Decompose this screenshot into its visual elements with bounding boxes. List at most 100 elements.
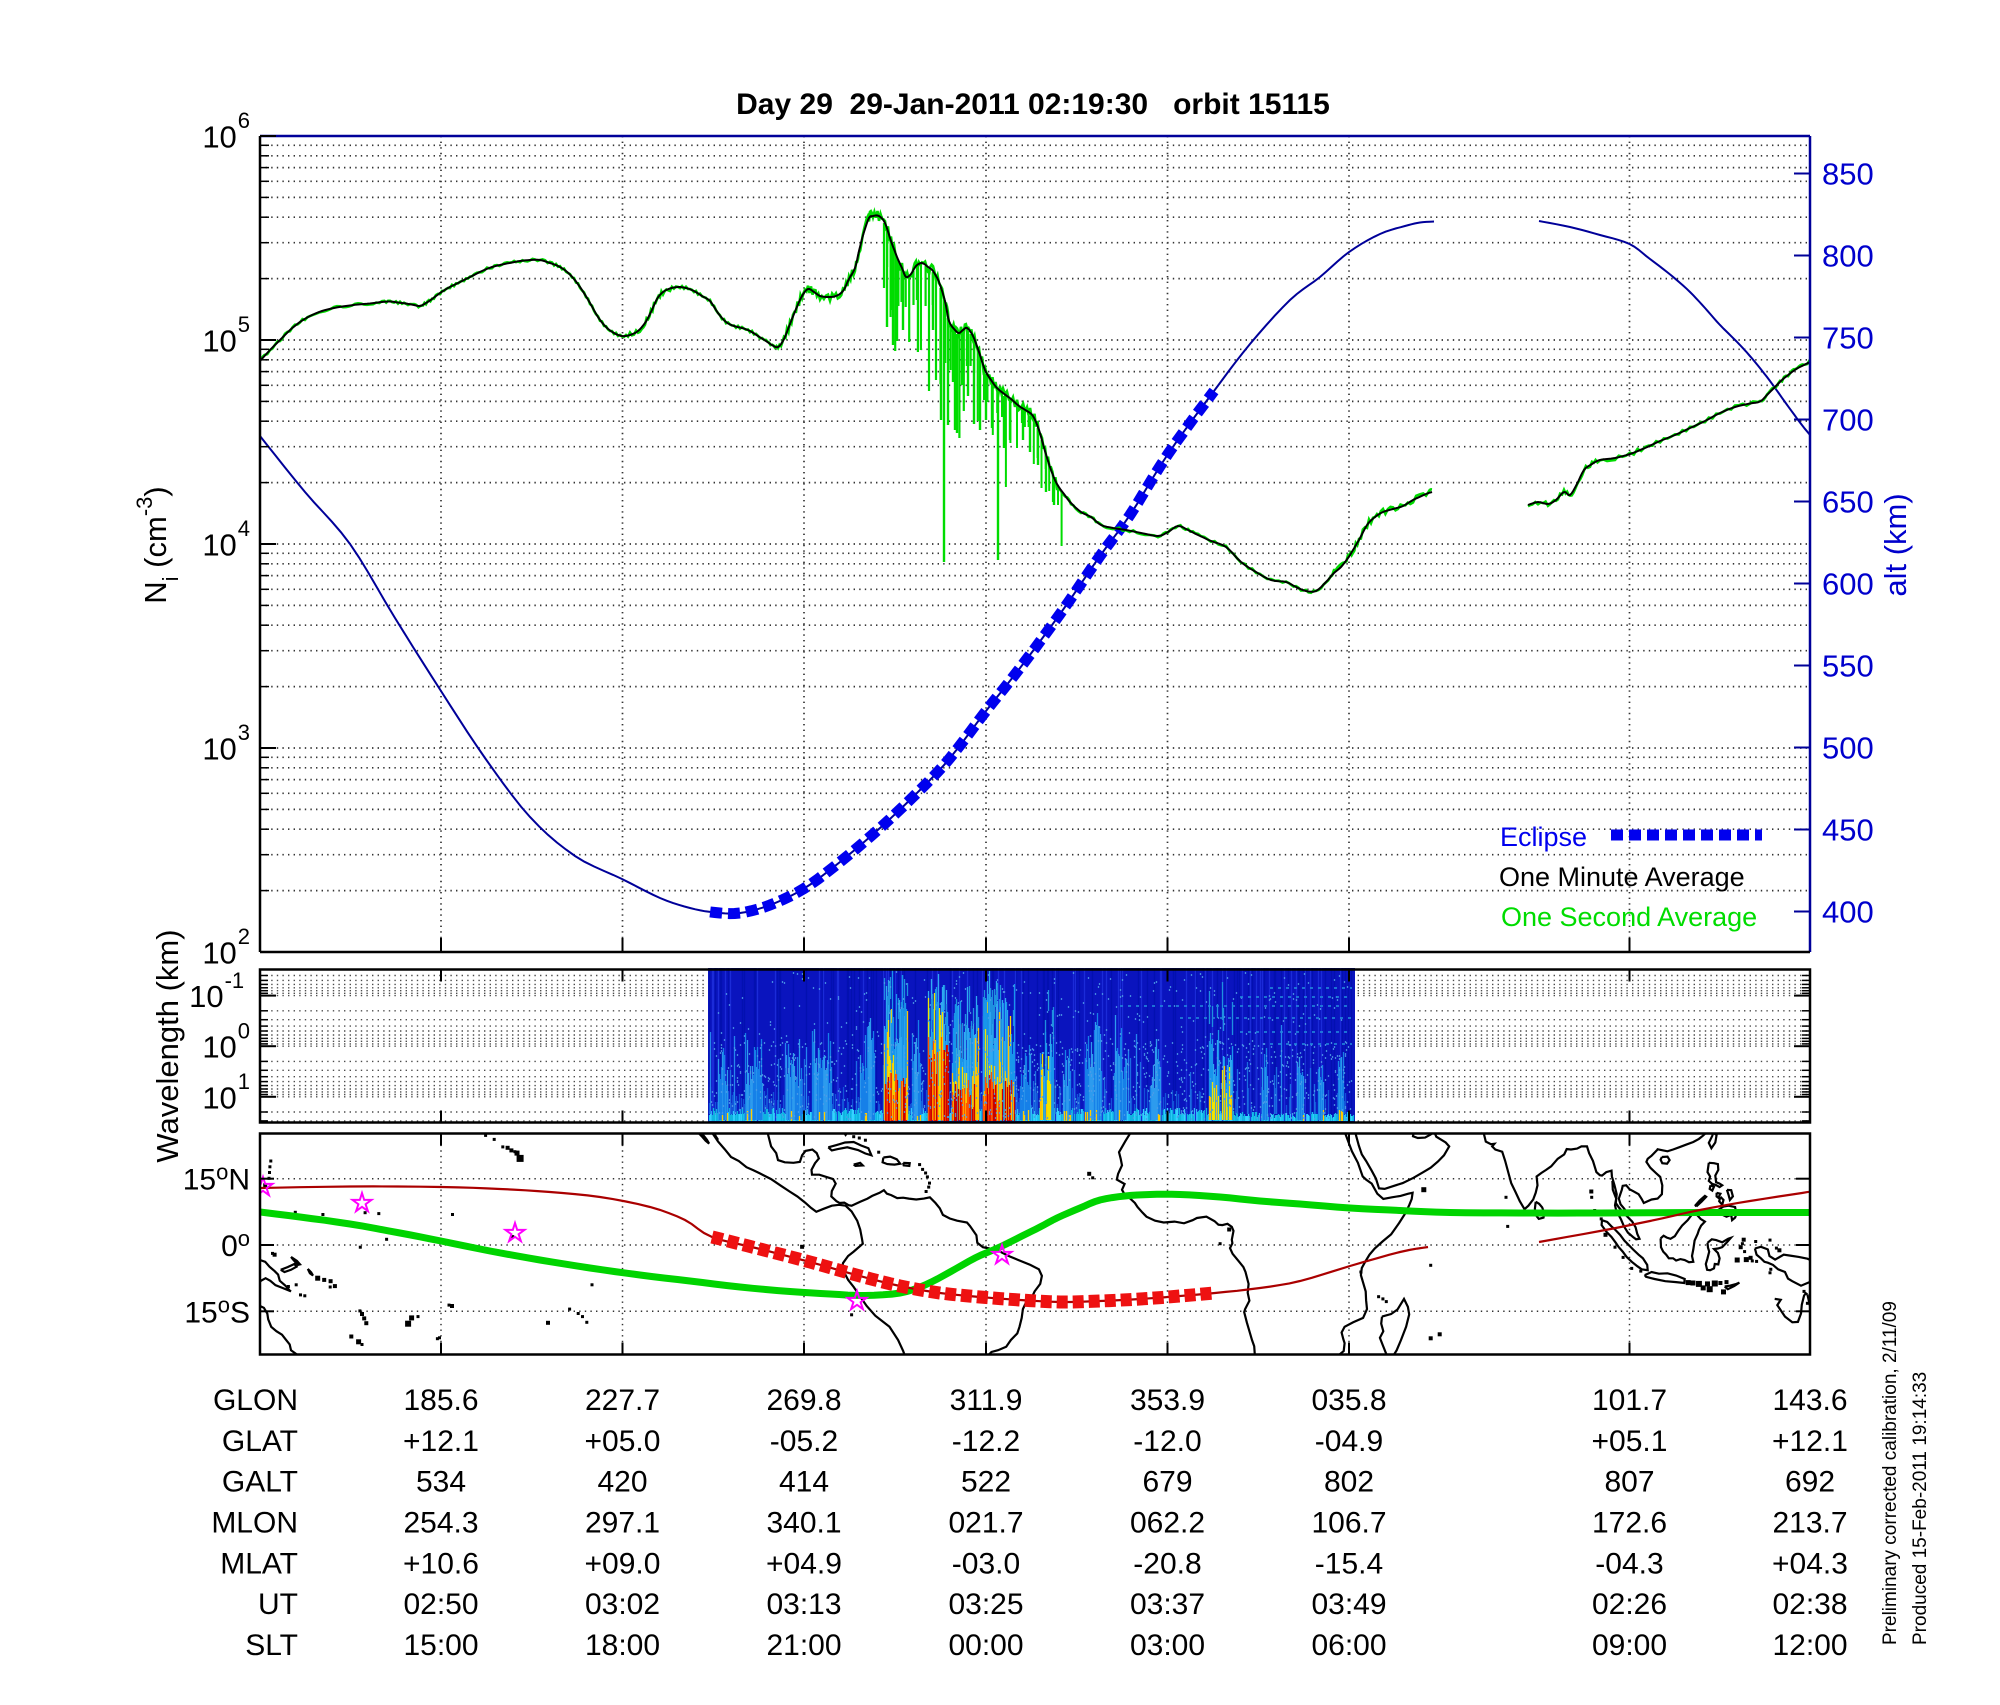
svg-text:297.1: 297.1 xyxy=(585,1507,660,1540)
svg-text:340.1: 340.1 xyxy=(766,1507,841,1540)
svg-text:10: 10 xyxy=(202,120,236,155)
svg-text:+05.1: +05.1 xyxy=(1592,1425,1668,1458)
svg-text:550: 550 xyxy=(1822,649,1874,684)
svg-text:10: 10 xyxy=(202,732,236,767)
svg-text:15oN: 15oN xyxy=(183,1160,250,1197)
svg-text:800: 800 xyxy=(1822,239,1874,274)
svg-text:02:38: 02:38 xyxy=(1772,1588,1847,1621)
svg-text:+05.0: +05.0 xyxy=(585,1425,661,1458)
svg-text:+04.9: +04.9 xyxy=(766,1547,842,1580)
svg-text:802: 802 xyxy=(1324,1466,1374,1499)
svg-text:10: 10 xyxy=(202,936,236,971)
svg-text:311.9: 311.9 xyxy=(950,1384,1023,1417)
svg-text:GALT: GALT xyxy=(222,1466,298,1499)
svg-text:03:02: 03:02 xyxy=(585,1588,660,1621)
svg-text:Produced 15-Feb-2011 19:14:33: Produced 15-Feb-2011 19:14:33 xyxy=(1910,1372,1931,1645)
svg-text:0o: 0o xyxy=(221,1226,250,1263)
svg-text:5: 5 xyxy=(238,312,250,337)
svg-text:750: 750 xyxy=(1822,321,1874,356)
svg-text:Eclipse: Eclipse xyxy=(1500,822,1587,852)
svg-text:450: 450 xyxy=(1822,813,1874,848)
svg-text:03:25: 03:25 xyxy=(948,1588,1023,1621)
svg-text:10: 10 xyxy=(202,1080,236,1115)
svg-text:-04.9: -04.9 xyxy=(1315,1425,1383,1458)
svg-text:+09.0: +09.0 xyxy=(585,1547,661,1580)
svg-text:12:00: 12:00 xyxy=(1772,1629,1847,1662)
svg-text:650: 650 xyxy=(1822,485,1874,520)
svg-text:-20.8: -20.8 xyxy=(1133,1547,1201,1580)
svg-text:+12.1: +12.1 xyxy=(403,1425,479,1458)
svg-text:Wavelength (km): Wavelength (km) xyxy=(150,929,185,1162)
svg-text:15:00: 15:00 xyxy=(403,1629,478,1662)
svg-text:02:26: 02:26 xyxy=(1592,1588,1667,1621)
svg-text:1: 1 xyxy=(238,1069,250,1094)
svg-text:062.2: 062.2 xyxy=(1130,1507,1205,1540)
svg-text:10: 10 xyxy=(202,528,236,563)
svg-text:MLAT: MLAT xyxy=(220,1547,298,1580)
svg-text:269.8: 269.8 xyxy=(766,1384,841,1417)
svg-text:0: 0 xyxy=(238,1019,250,1044)
svg-text:353.9: 353.9 xyxy=(1130,1384,1205,1417)
svg-text:UT: UT xyxy=(258,1588,298,1621)
svg-text:185.6: 185.6 xyxy=(403,1384,478,1417)
svg-text:03:37: 03:37 xyxy=(1130,1588,1205,1621)
svg-text:10: 10 xyxy=(202,1030,236,1065)
svg-text:+10.6: +10.6 xyxy=(403,1547,479,1580)
svg-text:700: 700 xyxy=(1822,403,1874,438)
svg-text:+04.3: +04.3 xyxy=(1772,1547,1848,1580)
svg-text:18:00: 18:00 xyxy=(585,1629,660,1662)
svg-text:Preliminary corrected calibrat: Preliminary corrected calibration, 2/11/… xyxy=(1880,1301,1901,1645)
svg-text:2: 2 xyxy=(238,924,250,949)
svg-text:213.7: 213.7 xyxy=(1772,1507,1847,1540)
svg-text:00:00: 00:00 xyxy=(948,1629,1023,1662)
svg-text:GLON: GLON xyxy=(213,1384,298,1417)
svg-text:10: 10 xyxy=(189,979,223,1014)
svg-text:679: 679 xyxy=(1142,1466,1192,1499)
svg-text:03:13: 03:13 xyxy=(766,1588,841,1621)
svg-text:-15.4: -15.4 xyxy=(1315,1547,1383,1580)
svg-text:One Second Average: One Second Average xyxy=(1501,902,1757,932)
svg-text:522: 522 xyxy=(961,1466,1011,1499)
svg-text:692: 692 xyxy=(1785,1466,1835,1499)
svg-text:807: 807 xyxy=(1604,1466,1654,1499)
svg-text:227.7: 227.7 xyxy=(585,1384,660,1417)
svg-text:500: 500 xyxy=(1822,731,1874,766)
svg-text:021.7: 021.7 xyxy=(948,1507,1023,1540)
svg-text:534: 534 xyxy=(416,1466,466,1499)
svg-text:035.8: 035.8 xyxy=(1311,1384,1386,1417)
svg-text:-04.3: -04.3 xyxy=(1595,1547,1663,1580)
svg-text:172.6: 172.6 xyxy=(1592,1507,1667,1540)
svg-text:-05.2: -05.2 xyxy=(770,1425,838,1458)
svg-text:03:49: 03:49 xyxy=(1311,1588,1386,1621)
svg-text:600: 600 xyxy=(1822,567,1874,602)
svg-text:3: 3 xyxy=(238,720,250,745)
svg-text:15oS: 15oS xyxy=(184,1292,250,1329)
svg-text:400: 400 xyxy=(1822,895,1874,930)
svg-text:03:00: 03:00 xyxy=(1130,1629,1205,1662)
svg-text:+12.1: +12.1 xyxy=(1772,1425,1848,1458)
svg-text:420: 420 xyxy=(597,1466,647,1499)
svg-text:alt (km): alt (km) xyxy=(1878,493,1913,596)
svg-text:06:00: 06:00 xyxy=(1311,1629,1386,1662)
svg-text:101.7: 101.7 xyxy=(1592,1384,1667,1417)
svg-text:254.3: 254.3 xyxy=(403,1507,478,1540)
svg-text:GLAT: GLAT xyxy=(222,1425,298,1458)
svg-text:-1: -1 xyxy=(225,968,245,993)
svg-text:MLON: MLON xyxy=(211,1507,298,1540)
svg-text:143.6: 143.6 xyxy=(1772,1384,1847,1417)
svg-text:21:00: 21:00 xyxy=(766,1629,841,1662)
svg-text:09:00: 09:00 xyxy=(1592,1629,1667,1662)
svg-text:4: 4 xyxy=(238,516,250,541)
svg-text:106.7: 106.7 xyxy=(1311,1507,1386,1540)
svg-text:02:50: 02:50 xyxy=(403,1588,478,1621)
svg-text:One Minute Average: One Minute Average xyxy=(1499,862,1745,892)
svg-text:10: 10 xyxy=(202,324,236,359)
svg-text:414: 414 xyxy=(779,1466,829,1499)
svg-text:6: 6 xyxy=(238,108,250,133)
svg-text:Day 29 29-Jan-2011 02:19:30: Day 29 29-Jan-2011 02:19:30 orbit 15115 xyxy=(736,88,1330,121)
svg-text:-03.0: -03.0 xyxy=(952,1547,1020,1580)
svg-text:SLT: SLT xyxy=(245,1629,298,1662)
svg-text:-12.0: -12.0 xyxy=(1133,1425,1201,1458)
svg-text:850: 850 xyxy=(1822,157,1874,192)
svg-text:-12.2: -12.2 xyxy=(952,1425,1020,1458)
